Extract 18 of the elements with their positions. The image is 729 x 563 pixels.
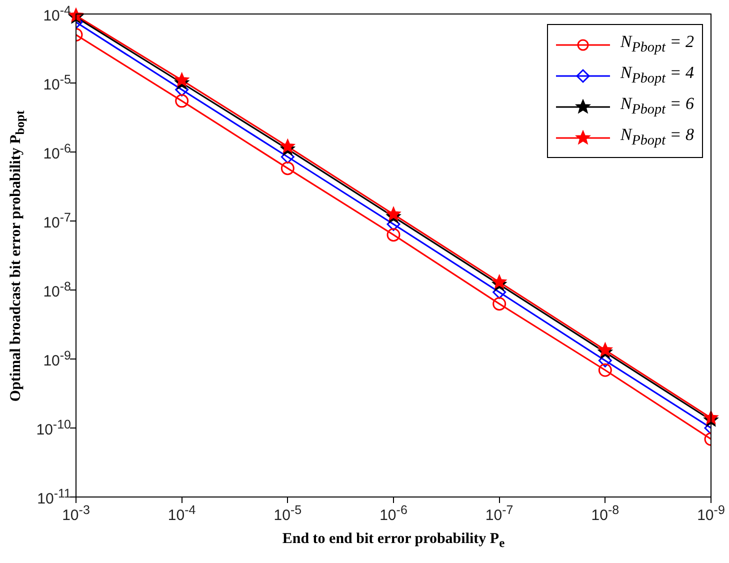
y-tick-label: 10$^{-8}$ [43,280,71,300]
y-tick-label: 10$^{-6}$ [43,142,71,162]
y-tick-label: 10$^{-5}$ [43,72,71,94]
legend-label: N$_{Pbopt}$ = 8 [620,125,694,150]
x-axis-title: End to end bit error probability P$_{e}$ [282,531,505,551]
x-tick-label: 10$^{-7}$ [485,503,514,524]
legend-label: N$_{Pbopt}$ = 6 [620,94,694,119]
x-tick-label: 10$^{-6}$ [380,503,408,524]
legend-label: N$_{Pbopt}$ = 2 [620,32,694,57]
y-tick-label: 10$^{-10}$ [36,418,71,438]
y-tick-label: 10$^{-9}$ [43,348,71,370]
x-tick-label: 10$^{-4}$ [168,503,196,524]
y-tick-label: 10$^{-4}$ [43,4,71,24]
x-tick-label: 10$^{-5}$ [274,503,302,524]
legend-label: N$_{Pbopt}$ = 4 [620,63,694,88]
x-tick-label: 10$^{-8}$ [591,503,620,524]
x-tick-label: 10$^{-9}$ [697,503,725,524]
y-tick-label: 10$^{-7}$ [43,210,71,232]
